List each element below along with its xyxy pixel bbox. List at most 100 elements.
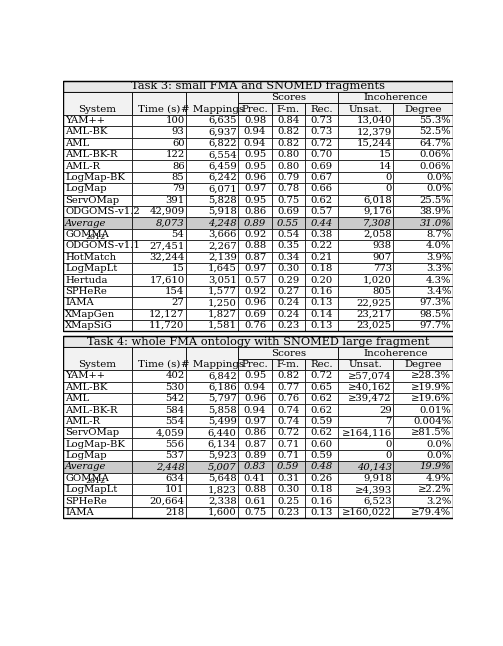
Bar [393,115,453,126]
Text: Rec.: Rec. [310,105,332,114]
Bar [186,320,238,331]
Bar [393,194,453,206]
Text: 0.96: 0.96 [244,298,266,307]
Text: 1,823: 1,823 [208,485,237,494]
Bar [63,427,132,439]
Text: ≥164,116: ≥164,116 [342,428,392,437]
Bar [186,149,238,160]
Text: 6,134: 6,134 [208,440,237,449]
Bar [338,320,393,331]
Text: # Mappings: # Mappings [181,360,244,369]
Bar [304,473,338,484]
Bar [238,359,272,370]
Text: 5,648: 5,648 [208,474,237,483]
Bar [132,160,186,172]
Bar [272,149,304,160]
Text: Incoherence: Incoherence [363,349,428,357]
Bar [63,439,132,450]
Text: 634: 634 [165,474,185,483]
Bar [238,172,272,183]
Bar [63,263,132,275]
Text: 0.72: 0.72 [310,371,332,380]
Bar [393,172,453,183]
Text: 0.55: 0.55 [277,218,299,227]
Bar [304,370,338,382]
Text: 0.44: 0.44 [310,218,332,227]
Bar [272,240,304,251]
Bar [238,484,272,495]
Bar [393,370,453,382]
Bar [272,427,304,439]
Bar [272,263,304,275]
Text: 97.3%: 97.3% [420,298,451,307]
Text: 15: 15 [379,150,392,159]
Bar [304,427,338,439]
Text: 0.79: 0.79 [277,173,299,182]
Text: ≥2.2%: ≥2.2% [417,485,451,494]
Text: 0.41: 0.41 [244,474,266,483]
Text: 0.59: 0.59 [310,451,332,460]
Text: 0.24: 0.24 [277,298,299,307]
Bar [132,138,186,149]
Bar [393,320,453,331]
Text: 154: 154 [165,287,185,296]
Bar [63,309,132,320]
Text: LogMap: LogMap [65,451,107,460]
Bar [304,172,338,183]
Text: 8,073: 8,073 [156,218,185,227]
Text: ≥160,022: ≥160,022 [342,508,392,517]
Bar [304,217,338,229]
Bar [63,336,453,348]
Bar [304,126,338,138]
Bar [338,229,393,240]
Bar [186,138,238,149]
Text: 0.004%: 0.004% [413,417,451,426]
Bar [272,359,304,370]
Text: Incoherence: Incoherence [363,93,428,102]
Text: AML-R: AML-R [65,162,100,171]
Text: 4,059: 4,059 [155,428,185,437]
Text: IAMA: IAMA [65,298,94,307]
Bar [186,240,238,251]
Bar [63,336,453,518]
Bar [393,309,453,320]
Bar [132,404,186,416]
Text: 5,858: 5,858 [208,406,237,415]
Bar [393,393,453,404]
Text: 0.48: 0.48 [310,463,332,472]
Bar [238,348,338,359]
Bar [393,206,453,217]
Text: 2,448: 2,448 [156,463,185,472]
Text: 38.9%: 38.9% [420,207,451,216]
Text: AML-BK: AML-BK [65,382,108,391]
Text: 23,217: 23,217 [357,309,392,318]
Bar [63,404,132,416]
Bar [393,183,453,194]
Bar [63,92,132,115]
Text: 3,051: 3,051 [208,276,237,284]
Bar [393,138,453,149]
Text: 31.0%: 31.0% [420,218,451,227]
Text: 0.62: 0.62 [310,406,332,415]
Text: F-m.: F-m. [277,360,300,369]
Bar [132,206,186,217]
Text: 42,909: 42,909 [149,207,185,216]
Text: AML-BK-R: AML-BK-R [65,406,118,415]
Text: 0.60: 0.60 [310,440,332,449]
Bar [338,194,393,206]
Text: 537: 537 [165,451,185,460]
Text: 6,937: 6,937 [208,127,237,136]
Text: 0.66: 0.66 [310,184,332,193]
Text: 0.95: 0.95 [244,150,266,159]
Bar [186,370,238,382]
Text: Hertuda: Hertuda [65,276,108,284]
Text: Time (s): Time (s) [138,105,181,114]
Bar [238,382,272,393]
Text: Prec.: Prec. [241,360,269,369]
Bar [304,461,338,473]
Bar [63,320,132,331]
Text: 0.23: 0.23 [277,321,299,330]
Bar [238,240,272,251]
Text: 0.06%: 0.06% [420,150,451,159]
Text: 0.27: 0.27 [277,287,299,296]
